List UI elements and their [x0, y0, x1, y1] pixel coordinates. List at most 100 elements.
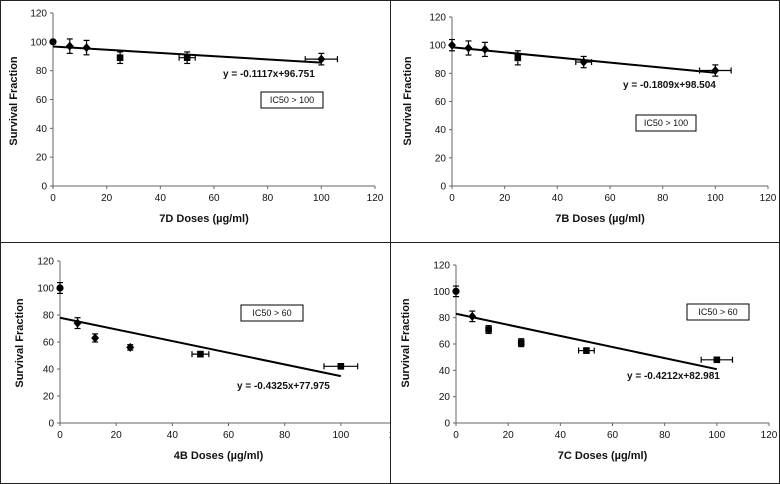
trendline: [59, 316, 342, 378]
x-tick-label: 100: [708, 430, 725, 441]
data-point: [579, 57, 588, 67]
data-point: [91, 333, 100, 343]
y-tick-label: 20: [36, 153, 48, 164]
data-point: [583, 347, 590, 354]
y-tick-label: 80: [435, 69, 447, 80]
x-tick-label: 0: [453, 430, 459, 441]
y-tick-label: 20: [435, 153, 447, 164]
x-tick-label: 100: [707, 193, 724, 204]
y-axis-title: Survival Fraction: [400, 298, 412, 388]
y-tick-label: 80: [36, 66, 48, 77]
ic50-label: IC50 > 60: [252, 308, 291, 318]
data-point: [514, 54, 522, 62]
data-point: [183, 54, 191, 61]
y-axis-title: Survival Fraction: [14, 298, 26, 388]
x-tick-label: 100: [332, 430, 349, 441]
ic50-box: [686, 303, 750, 321]
x-tick-label: 120: [367, 193, 384, 204]
x-tick-label: 80: [279, 430, 291, 441]
y-tick-label: 0: [41, 182, 47, 193]
data-point: [337, 363, 345, 370]
chart-panel-4b: 0 20 40 60 80 100 120 0 20 40 60 80 100 120 4B Doses (…: [0, 242, 391, 484]
x-tick-label: 60: [607, 430, 619, 441]
y-tick-label: 40: [36, 124, 48, 135]
data-point: [517, 339, 525, 346]
chart-7b: 0 20 40 60 80 100 120 0 20 40 60 80 100 120 7B Doses (…: [402, 13, 777, 226]
chart-panel-7c: 0 20 40 60 80 100 120 0 20 40 60 80 100 120 7C Doses (…: [390, 242, 780, 484]
y-tick-label: 120: [433, 261, 450, 272]
x-tick-label: 40: [552, 193, 564, 204]
x-tick-label: 0: [449, 193, 455, 204]
x-tick-label: 20: [503, 430, 515, 441]
data-point: [468, 311, 477, 321]
chart-panel-7b: 0 20 40 60 80 100 120 0 20 40 60 80 100 120 7B Doses (…: [390, 0, 780, 243]
chart-panel-7d: 0 20 40 60 80 100 120 0 20 40 60 80 100 120 7D Doses (…: [0, 0, 391, 243]
x-tick-label: 120: [761, 430, 778, 441]
x-tick-label: 0: [50, 193, 56, 204]
data-point: [448, 40, 456, 50]
ic50-label: IC50 > 100: [644, 118, 688, 128]
data-point: [452, 287, 460, 295]
ic50-box: [635, 114, 697, 132]
y-axis-title: Survival Fraction: [8, 56, 20, 146]
y-tick-label: 100: [433, 287, 450, 298]
x-axis-title: 7D Doses (µg/ml): [159, 213, 249, 225]
x-tick-label: 20: [499, 193, 511, 204]
trendline: [455, 312, 718, 371]
chart-4b: 0 20 40 60 80 100 120 0 20 40 60 80 100 120 4B Doses (…: [14, 257, 390, 462]
x-axis-title: 7C Doses (µg/ml): [558, 450, 648, 462]
data-point: [464, 43, 473, 53]
y-tick-label: 0: [440, 182, 446, 193]
data-point: [711, 66, 720, 76]
x-tick-label: 40: [167, 430, 179, 441]
chart-7c: 0 20 40 60 80 100 120 0 20 40 60 80 100 120 7C Doses (…: [400, 261, 778, 463]
data-point: [49, 38, 57, 46]
y-tick-label: 80: [43, 311, 55, 322]
x-tick-label: 80: [659, 430, 671, 441]
y-tick-label: 120: [429, 13, 446, 24]
y-tick-label: 120: [37, 257, 54, 268]
trendline-equation: y = -0.4212x+82.981: [627, 371, 720, 382]
y-tick-label: 100: [30, 37, 47, 48]
x-tick-label: 40: [555, 430, 567, 441]
data-point: [480, 44, 489, 54]
x-tick-label: 0: [57, 430, 63, 441]
x-tick-label: 80: [657, 193, 669, 204]
trendline-equation: y = -0.4325x+77.975: [237, 381, 330, 392]
y-tick-label: 60: [43, 338, 55, 349]
x-tick-label: 60: [208, 193, 220, 204]
y-tick-label: 40: [43, 365, 55, 376]
y-tick-label: 100: [429, 41, 446, 52]
data-point: [116, 54, 124, 61]
y-tick-label: 0: [48, 419, 54, 430]
x-tick-label: 20: [101, 193, 113, 204]
x-tick-label: 20: [111, 430, 123, 441]
ic50-box: [260, 91, 324, 109]
y-tick-label: 120: [30, 9, 47, 20]
y-tick-label: 100: [37, 284, 54, 295]
ic50-label: IC50 > 100: [270, 95, 314, 105]
x-tick-label: 40: [155, 193, 167, 204]
y-tick-label: 40: [435, 125, 447, 136]
ic50-box: [240, 304, 304, 322]
x-axis-title: 7B Doses (µg/ml): [555, 213, 645, 225]
x-tick-label: 100: [313, 193, 330, 204]
x-tick-label: 60: [604, 193, 616, 204]
trendline-equation: y = -0.1809x+98.504: [623, 80, 716, 91]
data-point: [56, 284, 64, 292]
y-tick-label: 40: [439, 366, 451, 377]
data-point: [317, 54, 326, 64]
y-axis-title: Survival Fraction: [402, 56, 414, 146]
y-tick-label: 60: [439, 340, 451, 351]
data-point: [65, 41, 74, 51]
data-point: [126, 342, 135, 352]
data-point: [82, 43, 91, 53]
chart-7d: 0 20 40 60 80 100 120 0 20 40 60 80 100 120 7D Doses (…: [8, 9, 384, 226]
trendline-equation: y = -0.1117x+96.751: [223, 69, 315, 80]
y-tick-label: 20: [439, 392, 451, 403]
ic50-label: IC50 > 60: [698, 307, 737, 317]
y-tick-label: 60: [36, 95, 48, 106]
x-tick-label: 80: [262, 193, 274, 204]
data-point: [73, 318, 82, 328]
y-tick-label: 20: [43, 392, 55, 403]
